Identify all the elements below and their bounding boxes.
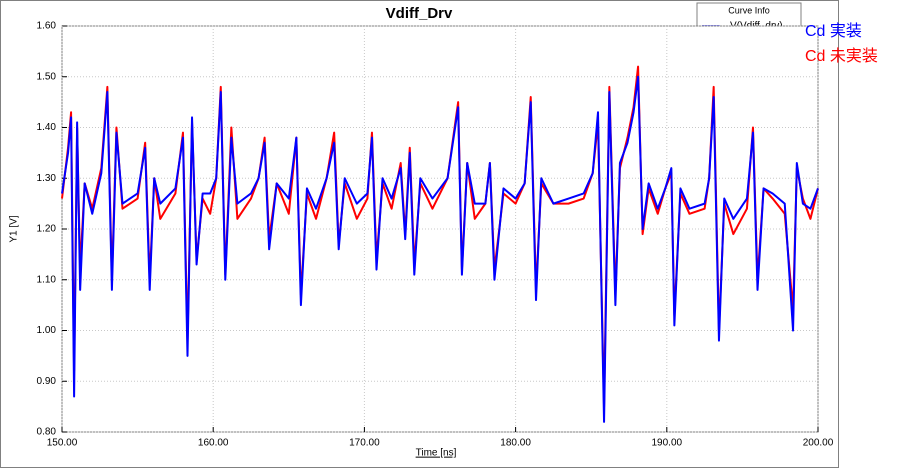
y-tick-label: 1.00	[37, 325, 57, 336]
x-axis-label: Time [ns]	[416, 448, 457, 459]
annotation: Cd 実装	[805, 22, 862, 40]
y-tick-label: 1.30	[37, 173, 57, 184]
x-tick-label: 160.00	[198, 438, 229, 449]
y-tick-label: 0.90	[37, 376, 57, 387]
y-tick-label: 1.60	[37, 21, 57, 32]
x-tick-label: 200.00	[803, 438, 834, 449]
y-tick-label: 1.10	[37, 274, 57, 285]
annotation: Cd 未実装	[805, 47, 878, 65]
chart-title: Vdiff_Drv	[386, 5, 453, 22]
x-tick-label: 190.00	[652, 438, 683, 449]
x-tick-label: 170.00	[349, 438, 380, 449]
y-tick-label: 1.20	[37, 224, 57, 235]
series-line	[61, 75, 819, 423]
legend-title: Curve Info	[728, 5, 770, 15]
x-tick-label: 150.00	[47, 438, 78, 449]
y-tick-label: 1.50	[37, 71, 57, 82]
y-tick-label: 1.40	[37, 122, 57, 133]
y-tick-label: 0.80	[37, 427, 57, 438]
x-tick-label: 180.00	[500, 438, 531, 449]
y-axis-label: Y1 [V]	[9, 215, 20, 242]
